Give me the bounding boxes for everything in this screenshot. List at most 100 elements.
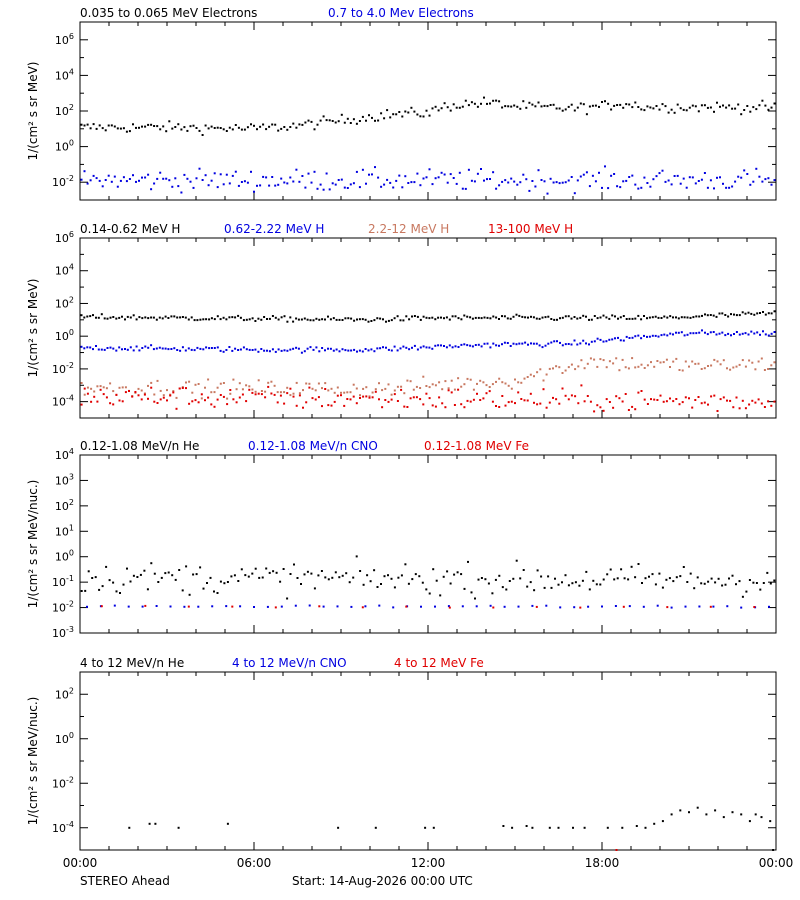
data-point bbox=[344, 349, 347, 352]
data-point bbox=[141, 347, 144, 349]
data-point bbox=[541, 316, 544, 319]
data-point bbox=[628, 176, 631, 178]
data-point bbox=[443, 102, 446, 105]
data-point bbox=[527, 343, 529, 346]
y-tick-label: 102 bbox=[55, 498, 74, 513]
data-point bbox=[335, 348, 338, 351]
data-point bbox=[435, 579, 438, 582]
data-point bbox=[746, 105, 749, 107]
data-point bbox=[183, 605, 186, 608]
data-point bbox=[320, 570, 323, 572]
data-point bbox=[230, 575, 233, 578]
data-point bbox=[213, 590, 215, 593]
data-point bbox=[405, 605, 408, 608]
data-point bbox=[724, 583, 727, 586]
data-point bbox=[753, 606, 756, 608]
data-point bbox=[397, 576, 400, 579]
data-point bbox=[610, 174, 613, 177]
data-point bbox=[207, 378, 210, 381]
data-point bbox=[419, 184, 422, 187]
y-tick-label: 104 bbox=[55, 263, 74, 278]
data-point bbox=[504, 404, 507, 407]
data-point bbox=[407, 111, 410, 114]
data-point bbox=[511, 826, 514, 829]
data-point bbox=[445, 346, 448, 349]
x-ticks bbox=[79, 22, 777, 200]
data-point bbox=[213, 347, 216, 349]
data-point bbox=[656, 604, 659, 607]
data-point bbox=[298, 392, 301, 395]
data-point bbox=[501, 381, 504, 384]
y-axis-label: 1/(cm² s sr MeV/nuc.) bbox=[26, 480, 40, 609]
data-point bbox=[122, 127, 125, 130]
data-point bbox=[376, 586, 379, 588]
data-point bbox=[283, 315, 286, 318]
data-point bbox=[373, 569, 376, 572]
data-point bbox=[683, 334, 686, 337]
data-point bbox=[561, 581, 563, 584]
data-point bbox=[460, 343, 463, 346]
data-point bbox=[476, 382, 478, 385]
data-point bbox=[289, 316, 292, 319]
data-point bbox=[195, 177, 198, 180]
data-point bbox=[678, 369, 681, 371]
data-point bbox=[313, 587, 316, 590]
data-point bbox=[619, 316, 622, 319]
data-point bbox=[648, 316, 651, 319]
data-point bbox=[715, 333, 718, 336]
data-point bbox=[112, 390, 115, 393]
data-point bbox=[139, 573, 142, 576]
data-point bbox=[333, 400, 336, 403]
data-point bbox=[352, 395, 355, 398]
data-point bbox=[540, 105, 543, 108]
data-point bbox=[141, 125, 143, 128]
data-point bbox=[714, 809, 717, 812]
data-point bbox=[599, 338, 602, 341]
data-point bbox=[455, 106, 458, 109]
data-point bbox=[650, 398, 652, 401]
data-point bbox=[254, 567, 257, 570]
data-point bbox=[144, 125, 147, 128]
data-point bbox=[86, 182, 89, 185]
data-point bbox=[463, 406, 466, 409]
data-point bbox=[246, 181, 249, 184]
data-point bbox=[564, 394, 567, 397]
data-point bbox=[749, 183, 752, 186]
data-point bbox=[437, 344, 440, 347]
data-point bbox=[226, 581, 229, 583]
data-point bbox=[166, 389, 168, 392]
data-point bbox=[110, 124, 113, 127]
data-point bbox=[172, 390, 175, 393]
data-point bbox=[225, 605, 228, 608]
data-point bbox=[395, 179, 398, 182]
data-point bbox=[156, 177, 159, 180]
data-point bbox=[153, 400, 156, 403]
data-point bbox=[251, 317, 254, 320]
data-point bbox=[102, 393, 105, 396]
data-point bbox=[219, 382, 222, 385]
data-point bbox=[368, 114, 370, 117]
data-point bbox=[129, 580, 132, 583]
data-point bbox=[576, 343, 579, 346]
data-point bbox=[495, 316, 498, 319]
data-point bbox=[707, 365, 709, 367]
data-point bbox=[735, 331, 738, 333]
data-point bbox=[416, 172, 419, 175]
data-point bbox=[750, 312, 753, 315]
data-point bbox=[205, 346, 208, 349]
data-point bbox=[171, 185, 174, 188]
data-point bbox=[514, 378, 516, 381]
data-point bbox=[126, 348, 129, 351]
data-point bbox=[112, 403, 115, 406]
data-point bbox=[692, 316, 695, 319]
data-point bbox=[121, 315, 123, 318]
data-point bbox=[144, 176, 147, 179]
data-point bbox=[238, 396, 241, 399]
data-point bbox=[125, 130, 128, 133]
data-point bbox=[550, 586, 553, 589]
data-point bbox=[395, 113, 398, 116]
data-point bbox=[331, 182, 334, 185]
data-point bbox=[744, 365, 747, 368]
data-point bbox=[561, 109, 564, 112]
data-point bbox=[479, 379, 482, 382]
